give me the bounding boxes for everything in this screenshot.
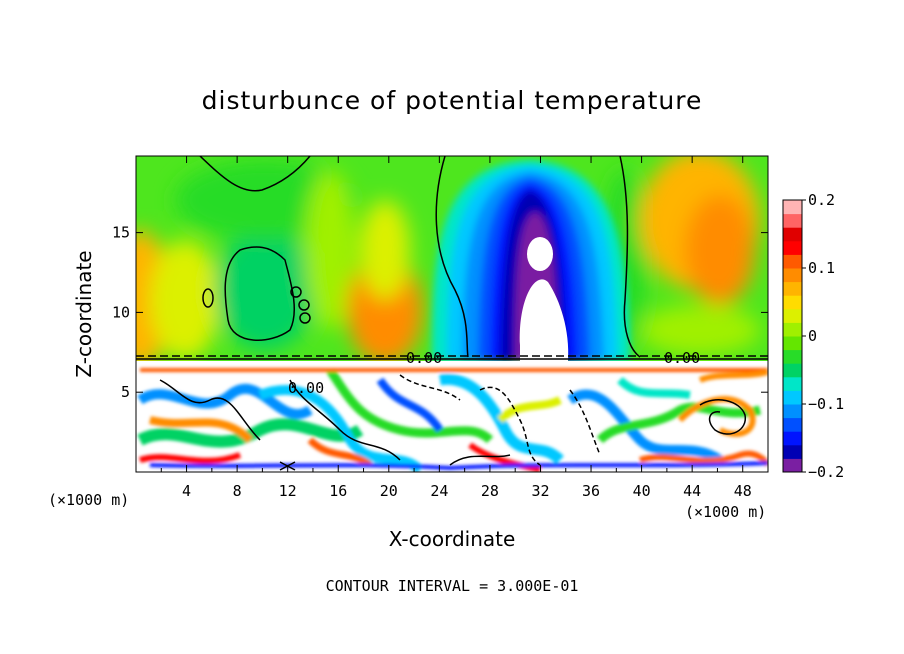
chart-title: disturbunce of potential temperature: [201, 86, 703, 115]
colorbar-swatch: [783, 349, 802, 364]
x-tick-label: 4: [182, 482, 191, 500]
x-tick-label: 8: [233, 482, 242, 500]
x-tick-label: 24: [430, 482, 448, 500]
colorbar-tick-label: 0.2: [808, 191, 835, 209]
colorbar-swatch: [783, 376, 802, 391]
x-axis: 4 8 12 16 20 24 28 32 36 40 44 48: [160, 156, 752, 500]
y-axis: 5 10 15: [112, 224, 768, 401]
colorbar-swatch: [783, 417, 802, 432]
x-tick-label: 20: [380, 482, 398, 500]
x-tick-label: 44: [683, 482, 701, 500]
x-tick-label: 12: [279, 482, 297, 500]
x-tick-label: 16: [329, 482, 347, 500]
y-tick-label: 5: [121, 383, 130, 401]
contour-labels: 0.00 0.00 0.00: [288, 349, 700, 397]
colorbar-swatch: [783, 322, 802, 337]
colorbar-swatch: [783, 363, 802, 378]
colorbar-swatch: [783, 308, 802, 323]
x-axis-label: X-coordinate: [388, 527, 516, 551]
colorbar-swatch: [783, 213, 802, 228]
colorbar-swatch: [783, 458, 802, 473]
x-tick-label: 40: [633, 482, 651, 500]
upper-field-blobs: [136, 156, 760, 370]
colorbar-swatch: [783, 200, 802, 215]
colorbar-tick-label: 0: [808, 327, 817, 345]
y-axis-label: Z-coordinate: [72, 250, 96, 378]
colorbar: 0.2 0.1 0 −0.1 −0.2: [782, 191, 844, 481]
colorbar-swatch: [783, 336, 802, 351]
colorbar-tick-label: 0.1: [808, 259, 835, 277]
plume-core-white-upper: [527, 237, 553, 271]
colorbar-swatch: [783, 390, 802, 405]
x-unit-right: (×1000 m): [685, 503, 767, 521]
colorbar-swatch: [783, 431, 802, 446]
y-tick-label: 15: [112, 224, 130, 242]
contour-lines: [136, 156, 768, 471]
plume-core-white: [519, 279, 569, 361]
contour-label: 0.00: [406, 349, 442, 367]
x-tick-label: 32: [531, 482, 549, 500]
contour-interval: CONTOUR INTERVAL = 3.000E-01: [325, 577, 579, 595]
field-layer: 0.00 0.00 0.00: [136, 156, 768, 472]
colorbar-swatch: [783, 227, 802, 242]
contour-label: 0.00: [664, 349, 700, 367]
colorbar-tick-label: −0.2: [808, 463, 844, 481]
x-tick-label: 48: [734, 482, 752, 500]
colorbar-swatch: [783, 295, 802, 310]
x-tick-label: 28: [481, 482, 499, 500]
colorbar-swatch: [783, 268, 802, 283]
plot-frame: [135, 155, 769, 473]
colorbar-swatch: [783, 444, 802, 459]
colorbar-swatch: [783, 281, 802, 296]
colorbar-tick-label: −0.1: [808, 395, 844, 413]
colorbar-swatch: [783, 240, 802, 255]
lower-field-streaks: [137, 367, 768, 472]
y-tick-label: 10: [112, 303, 130, 321]
contour-label: 0.00: [288, 379, 324, 397]
colorbar-swatch: [783, 254, 802, 269]
x-unit-left: (×1000 m): [48, 491, 130, 509]
colorbar-swatch: [783, 404, 802, 419]
x-tick-label: 36: [582, 482, 600, 500]
